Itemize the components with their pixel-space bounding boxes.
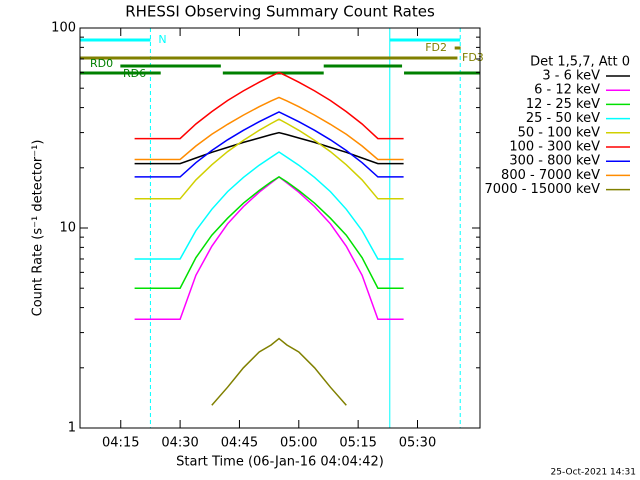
legend-label: 25 - 50 keV: [526, 111, 600, 126]
y-tick-label: 100: [51, 21, 76, 36]
flag-label: RD0: [90, 57, 113, 70]
x-tick-label: 04:30: [161, 436, 198, 451]
x-tick-label: 04:15: [102, 436, 139, 451]
legend-label: 800 - 7000 keV: [501, 168, 600, 183]
series-line: [134, 131, 404, 165]
legend-label: 100 - 300 keV: [509, 140, 600, 155]
series-line: [211, 337, 347, 406]
flag-label: FD3: [462, 51, 484, 64]
y-tick-label: 1: [68, 421, 76, 436]
flag-label: FD2: [425, 41, 447, 54]
legend-label: 300 - 800 keV: [509, 154, 600, 169]
legend-label: 50 - 100 keV: [518, 125, 601, 140]
series-line: [134, 118, 404, 200]
x-axis-label: Start Time (06-Jan-16 04:04:42): [176, 455, 384, 470]
series-line: [134, 111, 404, 178]
series-line: [134, 151, 404, 260]
legend-label: 7000 - 15000 keV: [485, 182, 601, 197]
y-axis-label: Count Rate (s⁻¹ detector⁻¹): [31, 140, 46, 317]
legend-label: 12 - 25 keV: [526, 97, 600, 112]
flag-label: N: [158, 33, 166, 46]
legend-label: 3 - 6 keV: [542, 69, 600, 84]
y-tick-label: 10: [59, 221, 76, 236]
chart-title: RHESSI Observing Summary Count Rates: [125, 3, 435, 21]
x-tick-label: 05:30: [399, 436, 436, 451]
x-tick-label: 05:15: [339, 436, 376, 451]
series-line: [134, 96, 404, 161]
x-tick-label: 04:45: [221, 436, 258, 451]
series-line: [134, 176, 404, 289]
flag-label: RD6: [123, 67, 146, 80]
series-line: [134, 71, 404, 140]
footer: 25-Oct-2021 14:31: [551, 468, 636, 478]
x-tick-label: 05:00: [280, 436, 317, 451]
legend-title: Det 1,5,7, Att 0: [530, 55, 630, 70]
legend-label: 6 - 12 keV: [534, 83, 600, 98]
